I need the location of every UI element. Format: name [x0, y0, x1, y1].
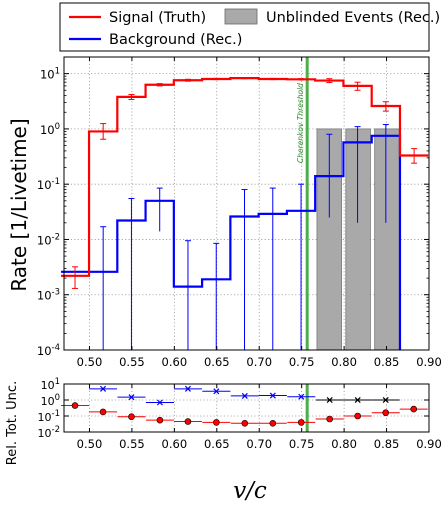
ratio-plot-frame	[63, 383, 430, 433]
ratio-point-background	[128, 394, 135, 401]
main-y-axis-label: Rate [1/Livetime]	[7, 118, 31, 291]
ratio-point-background	[184, 385, 191, 392]
ratio-y-tick-label: 100	[41, 393, 60, 408]
ratio-point-background	[269, 392, 276, 399]
ratio-x-tick-label: 0.50	[77, 437, 103, 451]
ratio-point-signal	[269, 419, 277, 427]
ratio-point-signal	[410, 405, 418, 413]
main-x-tick-label: 0.50	[77, 355, 103, 369]
ratio-point-signal	[382, 409, 390, 417]
ratio-point-unblinded	[354, 396, 361, 404]
main-x-tick-label: 0.85	[374, 355, 400, 369]
unblinded-bar-2	[374, 128, 400, 351]
ratio-point-background	[156, 399, 163, 406]
ratio-x-tick-label: 0.90	[416, 437, 442, 451]
ratio-point-unblinded	[382, 396, 389, 404]
ratio-point-signal	[156, 416, 164, 424]
ratio-point-background	[100, 385, 107, 392]
main-y-tick-label: 101	[40, 67, 60, 82]
main-x-tick-label: 0.75	[289, 355, 315, 369]
ratio-x-tick-label: 0.85	[374, 437, 400, 451]
x-axis-label: v/c	[233, 478, 267, 504]
ratio-point-background	[241, 392, 248, 399]
cherenkov-threshold-annotation: Cherenkov Threshold	[296, 83, 305, 163]
ratio-point-signal	[184, 418, 192, 425]
ratio-y-tick-label: 10-1	[38, 409, 60, 424]
ratio-point-signal	[326, 415, 333, 423]
ratio-y-tick-label: 10-2	[38, 425, 60, 440]
main-y-tick-label: 10-2	[37, 232, 60, 247]
main-x-tick-label: 0.60	[162, 355, 188, 369]
ratio-y-tick-label: 101	[41, 377, 60, 392]
main-x-tick-label: 0.55	[119, 355, 145, 369]
main-x-tick-label: 0.70	[246, 355, 272, 369]
ratio-point-signal	[354, 412, 361, 420]
main-x-tick-label: 0.65	[204, 355, 230, 369]
ratio-point-signal	[128, 413, 135, 421]
main-y-tick-label: 10-1	[37, 177, 60, 192]
legend-unblinded-label: Unblinded Events (Rec.)	[266, 10, 440, 26]
main-x-tick-label: 0.90	[416, 355, 442, 369]
ratio-x-tick-label: 0.80	[331, 437, 357, 451]
main-x-tick-label: 0.80	[331, 355, 357, 369]
ratio-x-tick-label: 0.70	[246, 437, 272, 451]
ratio-point-signal	[297, 419, 305, 426]
main-y-tick-label: 10-3	[37, 288, 60, 303]
ratio-point-background	[213, 388, 220, 395]
ratio-point-background	[298, 393, 305, 400]
ratio-plot: 0.50 0.55 0.60 0.65 0.70 0.75 0.80 0.85 0.901011…	[38, 377, 442, 451]
ratio-point-unblinded	[326, 396, 333, 404]
ratio-point-signal	[71, 402, 79, 409]
ratio-x-tick-label: 0.75	[289, 437, 315, 451]
ratio-x-tick-label: 0.55	[119, 437, 145, 451]
legend: Signal (Truth) Unblinded Events (Rec.) B…	[59, 2, 440, 52]
main-plot-frame	[63, 56, 430, 351]
ratio-y-axis-label: Rel. Tot. Unc.	[5, 381, 20, 465]
ratio-x-tick-label: 0.60	[162, 437, 188, 451]
ratio-point-signal	[241, 419, 249, 427]
main-y-tick-label: 10-4	[37, 343, 60, 358]
ratio-point-signal	[99, 408, 107, 416]
legend-background-label: Background (Rec.)	[109, 32, 242, 48]
main-y-tick-label: 100	[40, 122, 60, 137]
ratio-point-signal	[213, 419, 220, 426]
unblinded-bar-1	[345, 128, 371, 351]
legend-signal-label: Signal (Truth)	[109, 10, 206, 26]
ratio-x-tick-label: 0.65	[204, 437, 230, 451]
main-plot: Cherenkov Threshold 0.50 0.55 0.60 0.65 0.70 0…	[37, 56, 442, 369]
legend-unblinded-swatch	[224, 8, 258, 25]
